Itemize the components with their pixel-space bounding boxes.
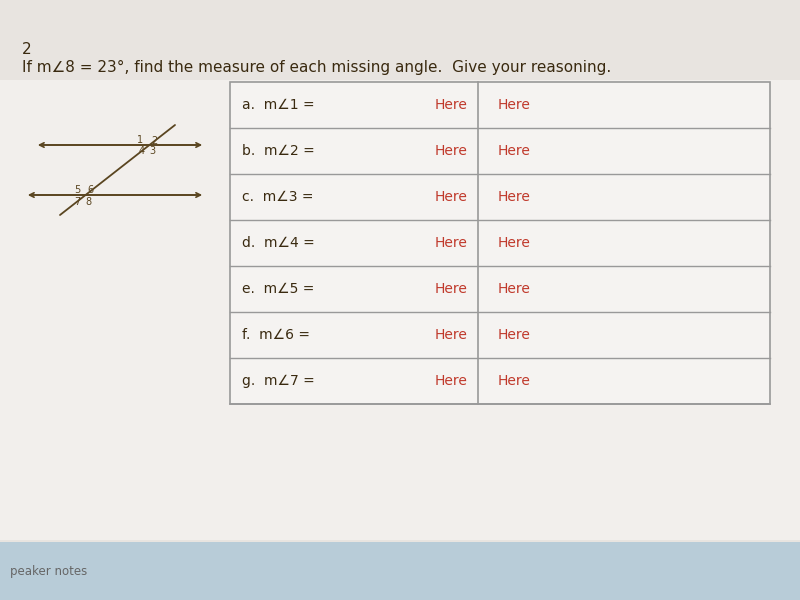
Text: Here: Here (498, 374, 531, 388)
Text: Here: Here (498, 328, 531, 342)
Text: d.  m∠4 =: d. m∠4 = (242, 236, 314, 250)
Text: f.  m∠6 =: f. m∠6 = (242, 328, 310, 342)
Text: Here: Here (435, 236, 468, 250)
Text: 7: 7 (74, 197, 81, 207)
Text: Here: Here (435, 328, 468, 342)
Text: Here: Here (498, 98, 531, 112)
Text: Here: Here (498, 190, 531, 204)
Text: 3: 3 (149, 146, 155, 156)
Text: Here: Here (435, 190, 468, 204)
Text: peaker notes: peaker notes (10, 565, 87, 577)
Text: Here: Here (435, 282, 468, 296)
Text: e.  m∠5 =: e. m∠5 = (242, 282, 314, 296)
FancyBboxPatch shape (230, 82, 770, 404)
Text: 5: 5 (74, 185, 81, 194)
Text: 4: 4 (138, 146, 145, 156)
Text: 1: 1 (137, 134, 142, 145)
Text: 6: 6 (87, 185, 93, 194)
Text: Here: Here (498, 144, 531, 158)
Text: Here: Here (498, 236, 531, 250)
Text: Here: Here (435, 98, 468, 112)
Text: 8: 8 (85, 197, 91, 207)
FancyBboxPatch shape (0, 542, 800, 600)
Text: a.  m∠1 =: a. m∠1 = (242, 98, 314, 112)
Text: Here: Here (435, 144, 468, 158)
Text: b.  m∠2 =: b. m∠2 = (242, 144, 314, 158)
Text: c.  m∠3 =: c. m∠3 = (242, 190, 314, 204)
Text: 2: 2 (151, 136, 157, 145)
Text: If m∠8 = 23°, find the measure of each missing angle.  Give your reasoning.: If m∠8 = 23°, find the measure of each m… (22, 60, 611, 75)
FancyBboxPatch shape (0, 80, 800, 540)
Text: g.  m∠7 =: g. m∠7 = (242, 374, 314, 388)
Text: Here: Here (435, 374, 468, 388)
Text: Here: Here (498, 282, 531, 296)
Text: 2: 2 (22, 42, 32, 57)
